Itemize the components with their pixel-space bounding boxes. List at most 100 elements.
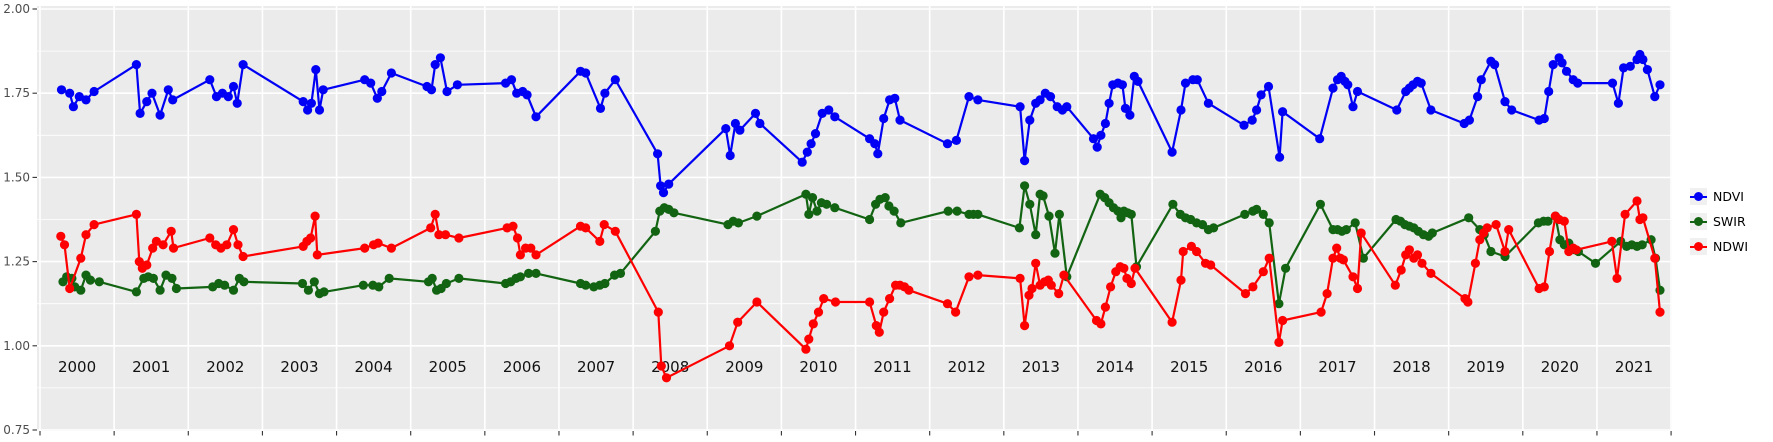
y-tick-label: 1.25 — [3, 255, 30, 269]
x-year-label: 2012 — [948, 358, 986, 376]
data-point-swir — [1020, 181, 1030, 191]
data-point-ndwi — [1015, 273, 1025, 283]
data-point-ndwi — [131, 209, 141, 219]
data-point-ndvi — [721, 124, 731, 134]
data-point-ndwi — [656, 361, 666, 371]
data-point-ndvi — [797, 157, 807, 167]
x-year-label: 2017 — [1318, 358, 1356, 376]
data-point-ndvi — [870, 139, 880, 149]
data-point-ndwi — [951, 307, 961, 317]
data-point-ndvi — [600, 88, 610, 98]
data-point-swir — [1543, 216, 1553, 226]
data-point-ndwi — [904, 285, 914, 295]
data-point-swir — [952, 206, 962, 216]
data-point-ndvi — [802, 147, 812, 157]
data-point-ndwi — [1248, 282, 1258, 292]
data-point-ndvi — [810, 129, 821, 139]
data-point-swir — [427, 273, 437, 283]
data-point-swir — [752, 211, 762, 221]
data-point-ndvi — [306, 98, 316, 108]
data-point-ndvi — [595, 103, 606, 113]
data-point-swir — [358, 280, 368, 290]
data-point-ndvi — [1655, 80, 1665, 90]
data-point-ndwi — [1328, 253, 1338, 263]
data-point-ndvi — [155, 110, 165, 120]
data-point-ndvi — [1392, 105, 1402, 115]
data-point-swir — [1258, 209, 1268, 219]
data-point-ndvi — [1348, 102, 1358, 112]
data-point-swir — [1486, 246, 1496, 257]
data-point-ndvi — [56, 85, 67, 95]
data-point-ndvi — [1473, 92, 1483, 102]
data-point-swir — [896, 218, 906, 228]
data-point-swir — [830, 203, 840, 213]
data-point-swir — [85, 275, 95, 285]
data-point-swir — [297, 278, 308, 289]
legend-label-ndvi: NDVI — [1713, 189, 1744, 204]
data-point-ndvi — [223, 92, 233, 102]
data-point-ndvi — [1544, 86, 1554, 97]
data-point-ndvi — [1315, 134, 1325, 144]
data-point-ndwi — [885, 294, 895, 304]
data-point-ndwi — [599, 220, 609, 230]
data-point-ndvi — [142, 97, 152, 107]
data-point-ndvi — [1573, 78, 1583, 88]
data-point-swir — [1044, 211, 1054, 221]
y-tick-label: 0.75 — [3, 423, 30, 437]
data-point-ndwi — [724, 341, 735, 351]
data-point-ndwi — [1167, 317, 1177, 327]
data-point-ndwi — [1571, 245, 1581, 255]
data-point-ndwi — [830, 297, 841, 307]
data-point-ndwi — [1322, 289, 1332, 299]
data-point-swir — [1427, 228, 1437, 238]
data-point-ndvi — [1117, 80, 1127, 90]
data-point-ndvi — [1062, 102, 1072, 112]
data-point-ndvi — [1275, 152, 1285, 162]
data-point-ndvi — [147, 88, 157, 98]
data-point-ndvi — [1343, 80, 1353, 90]
data-point-ndwi — [610, 226, 620, 236]
data-point-ndwi — [1178, 246, 1188, 257]
data-point-swir — [880, 193, 890, 203]
data-point-swir — [1014, 223, 1024, 233]
data-point-ndwi — [879, 307, 889, 317]
data-point-swir — [807, 193, 818, 203]
data-point-ndvi — [1263, 81, 1274, 92]
data-point-ndwi — [233, 240, 243, 250]
data-point-ndvi — [1104, 98, 1114, 108]
data-point-ndvi — [973, 95, 983, 105]
legend-point-glyph — [1694, 217, 1703, 226]
data-point-ndvi — [951, 135, 962, 145]
data-point-ndwi — [733, 317, 743, 327]
data-point-ndvi — [81, 95, 91, 105]
data-point-ndwi — [1612, 273, 1622, 283]
data-point-ndvi — [1548, 60, 1558, 70]
data-point-swir — [1252, 204, 1262, 214]
data-point-swir — [1590, 258, 1601, 268]
data-point-swir — [733, 218, 744, 228]
data-point-ndvi — [135, 108, 145, 118]
data-point-ndvi — [452, 80, 462, 90]
data-point-swir — [1264, 218, 1274, 228]
data-point-ndwi — [430, 209, 440, 219]
legend-key-swir-icon — [1690, 213, 1707, 230]
data-point-ndwi — [1338, 255, 1348, 265]
legend-label-ndwi: NDWI — [1713, 239, 1749, 254]
data-point-ndwi — [1482, 223, 1492, 233]
data-point-ndvi — [1539, 113, 1549, 124]
data-point-swir — [1464, 213, 1474, 223]
data-point-ndvi — [750, 108, 761, 118]
data-point-ndwi — [426, 223, 436, 233]
y-tick-label: 1.75 — [3, 86, 30, 100]
data-point-ndwi — [515, 250, 526, 260]
data-point-ndwi — [166, 226, 176, 236]
data-point-ndwi — [440, 230, 451, 240]
data-point-ndvi — [386, 68, 396, 78]
data-point-ndvi — [1247, 115, 1257, 125]
data-point-ndwi — [1240, 289, 1251, 299]
x-year-label: 2002 — [206, 358, 244, 376]
data-point-ndwi — [306, 233, 316, 243]
data-point-ndvi — [895, 115, 905, 125]
data-point-ndvi — [1613, 98, 1623, 108]
data-point-ndvi — [942, 139, 953, 149]
